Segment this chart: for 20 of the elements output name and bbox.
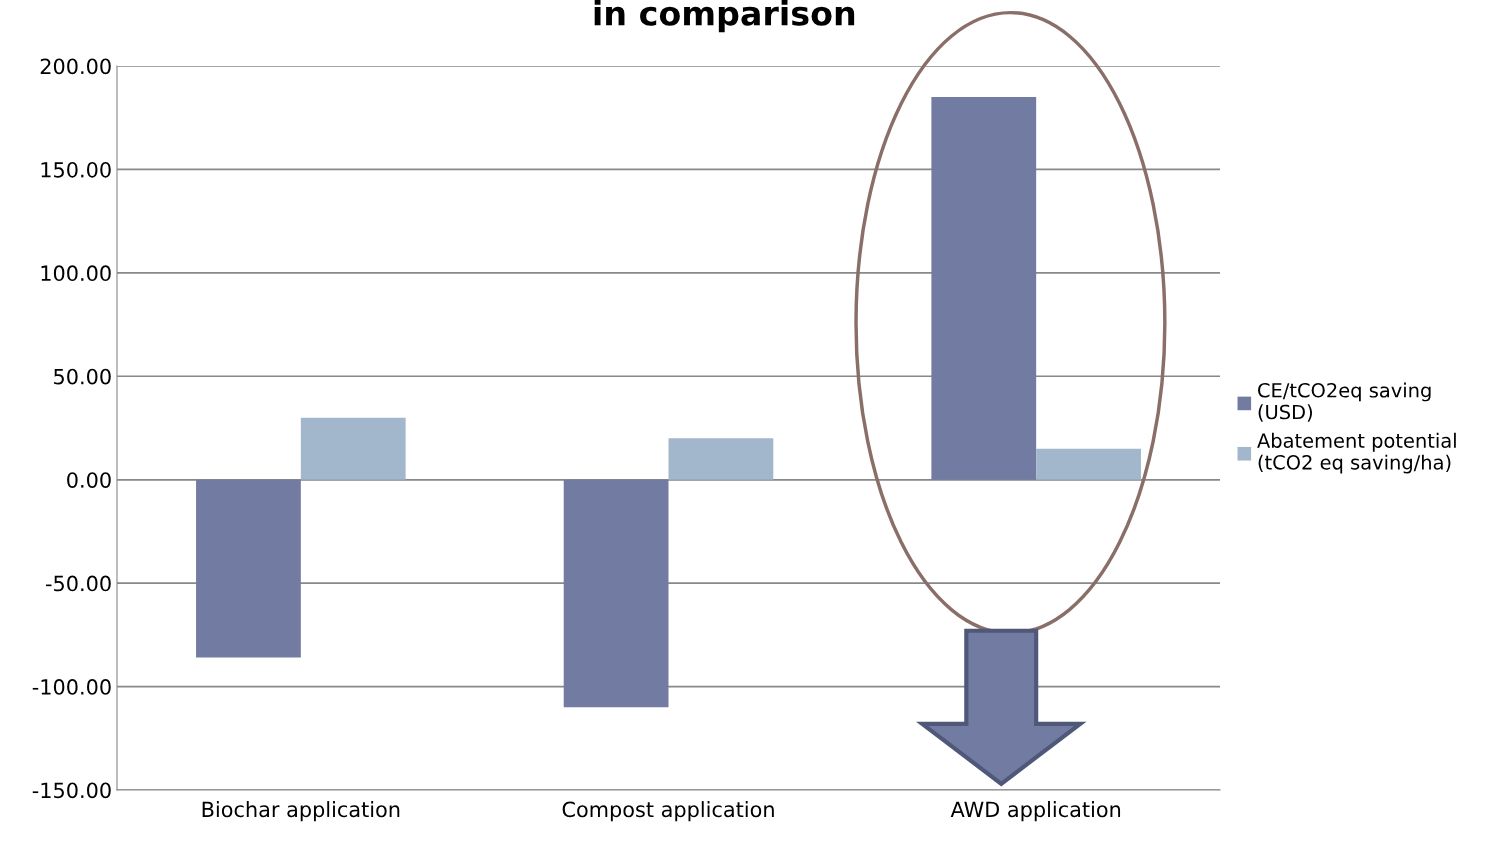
y-tick-label: 150.00 xyxy=(41,161,111,178)
bar xyxy=(196,479,301,658)
y-tick-label: 50.00 xyxy=(54,368,111,385)
bar xyxy=(668,438,774,480)
y-tick-label: 200.00 xyxy=(40,58,111,75)
y-tick-label: -50.00 xyxy=(46,575,111,592)
y-tick-label: -150.00 xyxy=(32,782,111,799)
x-tick-label: AWD application xyxy=(950,801,1121,822)
bar xyxy=(1036,448,1141,480)
y-tick-label: 100.00 xyxy=(41,265,111,282)
bar xyxy=(563,479,669,708)
y-tick-label: -100.00 xyxy=(32,679,111,695)
chart-title: in comparison xyxy=(594,0,855,33)
y-tick-label: 0.00 xyxy=(67,472,111,488)
x-tick-label: Compost application xyxy=(562,801,774,822)
bar xyxy=(931,97,1037,480)
x-tick-label: Biochar application xyxy=(202,801,400,822)
legend-label: Abatement potential (tCO2 eq saving/ha) xyxy=(1257,432,1456,474)
bar xyxy=(300,417,406,480)
legend-label: CE/tCO2eq saving (USD) xyxy=(1258,382,1431,422)
